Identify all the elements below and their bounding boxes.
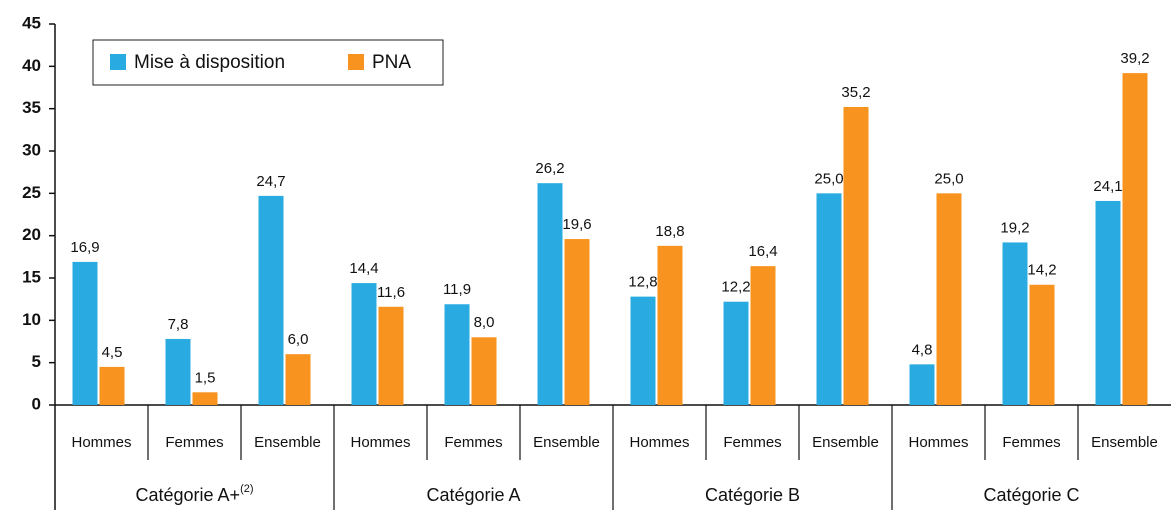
legend-box bbox=[92, 39, 444, 86]
bar bbox=[816, 193, 842, 405]
y-tick-label: 45 bbox=[22, 13, 41, 32]
bar bbox=[909, 364, 935, 405]
group-superscript: (2) bbox=[240, 483, 253, 495]
group-name: Catégorie A bbox=[426, 485, 520, 505]
value-label: 16,4 bbox=[748, 243, 777, 260]
bar bbox=[1002, 242, 1028, 405]
bar bbox=[1122, 73, 1148, 406]
bar bbox=[444, 304, 470, 405]
value-label: 16,9 bbox=[70, 239, 99, 256]
bar bbox=[843, 106, 869, 406]
bar bbox=[936, 193, 962, 405]
y-tick-label: 35 bbox=[22, 98, 41, 117]
bar bbox=[1095, 200, 1121, 405]
legend-swatch bbox=[110, 54, 126, 70]
value-label: 4,5 bbox=[102, 344, 123, 361]
group-label: Catégorie A bbox=[426, 485, 520, 505]
value-label: 4,8 bbox=[912, 341, 933, 358]
x-tick-label: Hommes bbox=[908, 434, 968, 451]
y-tick-label: 0 bbox=[32, 394, 41, 413]
group-label: Catégorie A+(2) bbox=[135, 483, 253, 505]
x-tick-label: Ensemble bbox=[533, 434, 600, 451]
value-label: 7,8 bbox=[168, 316, 189, 333]
y-tick-label: 10 bbox=[22, 310, 41, 329]
value-label: 12,8 bbox=[628, 274, 657, 291]
value-label: 39,2 bbox=[1120, 50, 1149, 67]
value-label: 1,5 bbox=[195, 369, 216, 386]
value-label: 11,6 bbox=[377, 284, 405, 301]
bar bbox=[72, 261, 98, 405]
legend-label: Mise à disposition bbox=[134, 52, 285, 73]
value-label: 8,0 bbox=[474, 314, 495, 331]
value-label: 14,4 bbox=[349, 260, 378, 277]
x-tick-label: Femmes bbox=[444, 434, 502, 451]
y-tick-label: 20 bbox=[22, 225, 41, 244]
bar bbox=[471, 337, 497, 405]
value-label: 19,2 bbox=[1000, 219, 1029, 236]
bar bbox=[258, 195, 284, 405]
bar bbox=[1029, 284, 1055, 405]
x-tick-label: Femmes bbox=[723, 434, 781, 451]
bar bbox=[657, 245, 683, 405]
bar bbox=[351, 283, 377, 405]
y-tick-label: 40 bbox=[22, 56, 41, 75]
bar bbox=[537, 183, 563, 405]
x-tick-label: Hommes bbox=[71, 434, 131, 451]
bar bbox=[378, 306, 404, 405]
group-name: Catégorie B bbox=[705, 485, 800, 505]
value-label: 11,9 bbox=[443, 281, 471, 298]
x-tick-label: Hommes bbox=[629, 434, 689, 451]
value-label: 18,8 bbox=[655, 223, 684, 240]
bar bbox=[192, 392, 218, 405]
group-label: Catégorie B bbox=[705, 485, 800, 505]
x-tick-label: Femmes bbox=[165, 434, 223, 451]
value-label: 14,2 bbox=[1027, 262, 1056, 279]
value-label: 25,0 bbox=[934, 170, 963, 187]
bar bbox=[564, 239, 590, 405]
legend-label: PNA bbox=[372, 52, 411, 73]
value-label: 35,2 bbox=[841, 84, 870, 101]
value-label: 12,2 bbox=[721, 279, 750, 296]
legend-swatch bbox=[348, 54, 364, 70]
group-label: Catégorie C bbox=[983, 485, 1079, 505]
x-tick-label: Ensemble bbox=[1091, 434, 1158, 451]
y-tick-label: 15 bbox=[22, 267, 41, 286]
bar bbox=[165, 338, 191, 405]
y-tick-label: 30 bbox=[22, 140, 41, 159]
bar bbox=[723, 301, 749, 405]
value-label: 26,2 bbox=[535, 160, 564, 177]
group-name: Catégorie C bbox=[983, 485, 1079, 505]
bar bbox=[285, 354, 311, 405]
value-label: 24,7 bbox=[256, 173, 285, 190]
y-tick-label: 25 bbox=[22, 183, 41, 202]
value-label: 19,6 bbox=[562, 216, 591, 233]
bar bbox=[630, 296, 656, 405]
bar bbox=[99, 366, 125, 405]
value-label: 25,0 bbox=[814, 170, 843, 187]
y-tick-label: 5 bbox=[32, 352, 41, 371]
x-tick-label: Femmes bbox=[1002, 434, 1060, 451]
group-name: Catégorie A+ bbox=[135, 485, 240, 505]
x-tick-label: Ensemble bbox=[254, 434, 321, 451]
value-label: 6,0 bbox=[288, 331, 309, 348]
x-tick-label: Ensemble bbox=[812, 434, 879, 451]
bar bbox=[750, 266, 776, 405]
x-tick-label: Hommes bbox=[350, 434, 410, 451]
value-label: 24,1 bbox=[1093, 178, 1122, 195]
